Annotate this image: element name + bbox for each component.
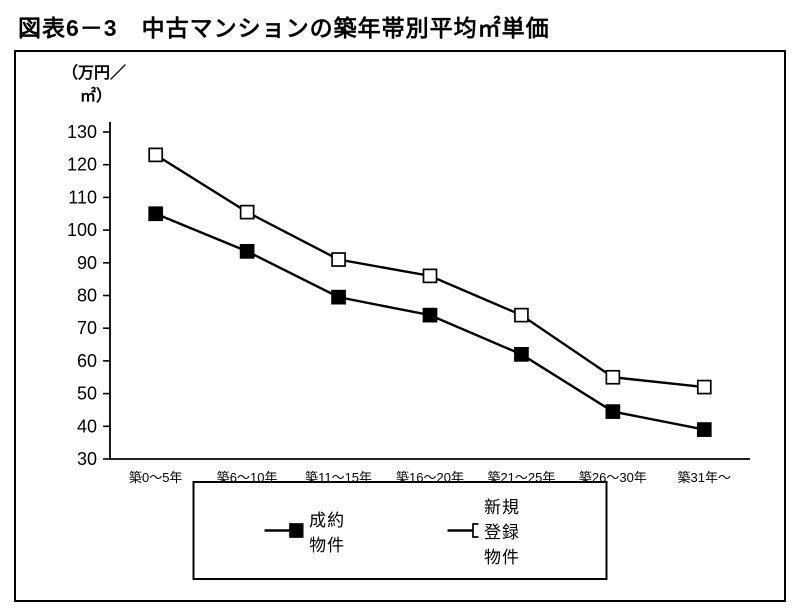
open-square-marker-icon [605,369,621,385]
legend-label: 成約物件 [309,510,346,555]
figure-title: 図表6－3 中古マンションの築年帯別平均㎡単価 [18,15,550,41]
legend-item-filled-square: 成約物件 [264,506,353,556]
filled-square-marker-icon [605,404,621,419]
filled-square-marker-icon [696,422,712,437]
y-axis-unit-line1: （万円／ [62,65,127,82]
y-tick-label: 130 [67,122,97,142]
open-square-marker-icon [422,268,438,284]
chart-legend: 成約物件 新規登録物件 [192,481,608,580]
filled-square-marker-icon [264,523,304,538]
y-tick-label: 40 [77,416,97,436]
filled-square-marker-icon [422,307,438,323]
y-tick-label: 70 [77,318,97,338]
filled-square-marker-icon [239,244,255,259]
x-tick-label: 築31年～ [678,470,731,485]
y-axis-unit-label: （万円／ ㎡） [62,62,126,108]
open-square-marker-icon [148,147,164,163]
filled-square-marker-icon [331,289,346,305]
open-square-marker-icon [514,307,529,323]
filled-square-marker-icon [148,206,164,222]
figure-page: 図表6－3 中古マンションの築年帯別平均㎡単価 （万円／ ㎡） 30 40 50 60… [0,9,800,615]
y-tick-label: 50 [77,384,97,404]
y-tick-label: 30 [77,449,97,469]
y-tick-label: 80 [77,286,97,306]
x-tick-label: 築0～5年 [129,470,182,485]
y-tick-label: 120 [67,155,97,175]
y-tick-label: 100 [67,220,97,240]
y-tick-label: 90 [77,253,97,273]
chart-frame: （万円／ ㎡） 30 40 50 60 70 80 90 100 110 120 130 築0～5年 築… [14,50,786,602]
open-square-marker-icon [447,523,479,538]
open-square-marker-icon [696,379,712,395]
legend-label: 新規登録物件 [484,498,521,567]
legend-item-open-square: 新規登録物件 [447,493,536,568]
y-axis-unit-line2: ㎡） [80,88,113,106]
open-square-marker-icon [239,204,255,220]
y-tick-label: 110 [68,187,97,207]
open-square-marker-icon [331,252,346,267]
y-tick-label: 60 [77,351,97,371]
filled-square-marker-icon [514,347,529,362]
